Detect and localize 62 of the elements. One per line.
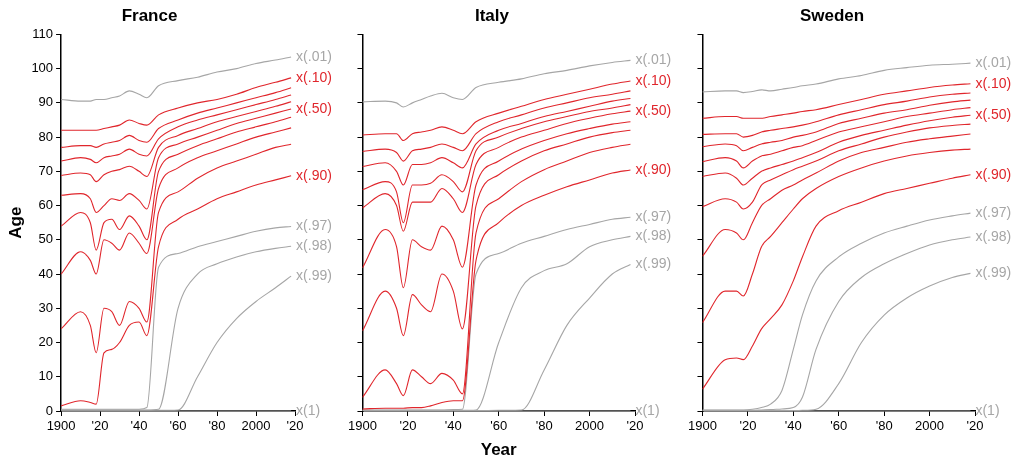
series-label: x(.90) <box>296 166 332 183</box>
x-tick-label: 1900 <box>688 418 717 434</box>
x-tick-label: '80 <box>535 418 553 434</box>
x-tick-label: 1900 <box>348 418 377 434</box>
series-label: x(.98) <box>635 227 672 244</box>
x-tick-label: '20 <box>626 418 644 434</box>
x-tick-label: '20 <box>399 418 417 434</box>
series-label: x(.97) <box>635 208 672 225</box>
x-tick-label: '60 <box>490 418 508 434</box>
series-label: x(.10) <box>635 71 672 88</box>
x-tick-label: 2000 <box>241 418 271 434</box>
series-label: x(.01) <box>296 47 332 64</box>
y-tick-label: 30 <box>38 299 54 315</box>
x-tick-label: '20 <box>286 418 304 434</box>
series-label: x(.50) <box>635 101 672 118</box>
series-label: x(.10) <box>975 74 1012 91</box>
series-label: x(.98) <box>975 227 1012 244</box>
x-tick-label: 2000 <box>915 418 945 434</box>
y-tick-label: 10 <box>38 368 54 384</box>
series-label: x(.99) <box>975 264 1012 281</box>
x-tick-label: '20 <box>966 418 984 434</box>
y-tick-label: 110 <box>32 25 54 41</box>
series-label: x(.90) <box>975 165 1012 182</box>
y-tick-label: 0 <box>45 402 54 418</box>
series-label: x(.97) <box>296 217 332 234</box>
series-label: x(1) <box>635 401 660 418</box>
series-label: x(.99) <box>296 266 332 283</box>
y-tick-label: 20 <box>38 334 54 350</box>
x-tick-label: 2000 <box>575 418 605 434</box>
y-tick-label: 50 <box>38 231 54 247</box>
x-tick-label: 1900 <box>46 418 76 434</box>
series-label: x(.98) <box>296 237 332 254</box>
series-label: x(.01) <box>635 51 672 68</box>
x-tick-label: '80 <box>875 418 893 434</box>
series-label: x(.50) <box>296 99 332 116</box>
chart-title: Sweden <box>799 5 865 25</box>
chart-title: Italy <box>474 5 510 25</box>
x-tick-label: '40 <box>784 418 802 434</box>
series-label: x(.01) <box>975 54 1012 71</box>
x-tick-label: '40 <box>444 418 462 434</box>
series-label: x(.50) <box>975 106 1012 123</box>
x-axis-title: Year <box>480 440 518 460</box>
series-label: x(.90) <box>635 160 672 177</box>
series-label: x(.10) <box>296 68 332 85</box>
series-label: x(.99) <box>635 255 672 272</box>
series-label: x(1) <box>975 401 1000 418</box>
series-label: x(1) <box>296 401 321 418</box>
series-label: x(.97) <box>975 203 1012 220</box>
x-tick-label: '80 <box>208 418 226 434</box>
y-tick-label: 100 <box>31 60 54 76</box>
chart-title: France <box>121 5 178 25</box>
x-tick-label: '60 <box>169 418 187 434</box>
y-axis-title: Age <box>5 206 25 239</box>
x-tick-label: '40 <box>130 418 148 434</box>
x-tick-label: '20 <box>91 418 109 434</box>
x-tick-label: '60 <box>830 418 848 434</box>
y-tick-label: 80 <box>38 128 54 144</box>
x-tick-label: '20 <box>739 418 757 434</box>
y-tick-label: 70 <box>38 162 54 178</box>
y-tick-label: 60 <box>38 197 54 213</box>
y-tick-label: 40 <box>38 265 54 281</box>
y-tick-label: 90 <box>38 94 54 110</box>
